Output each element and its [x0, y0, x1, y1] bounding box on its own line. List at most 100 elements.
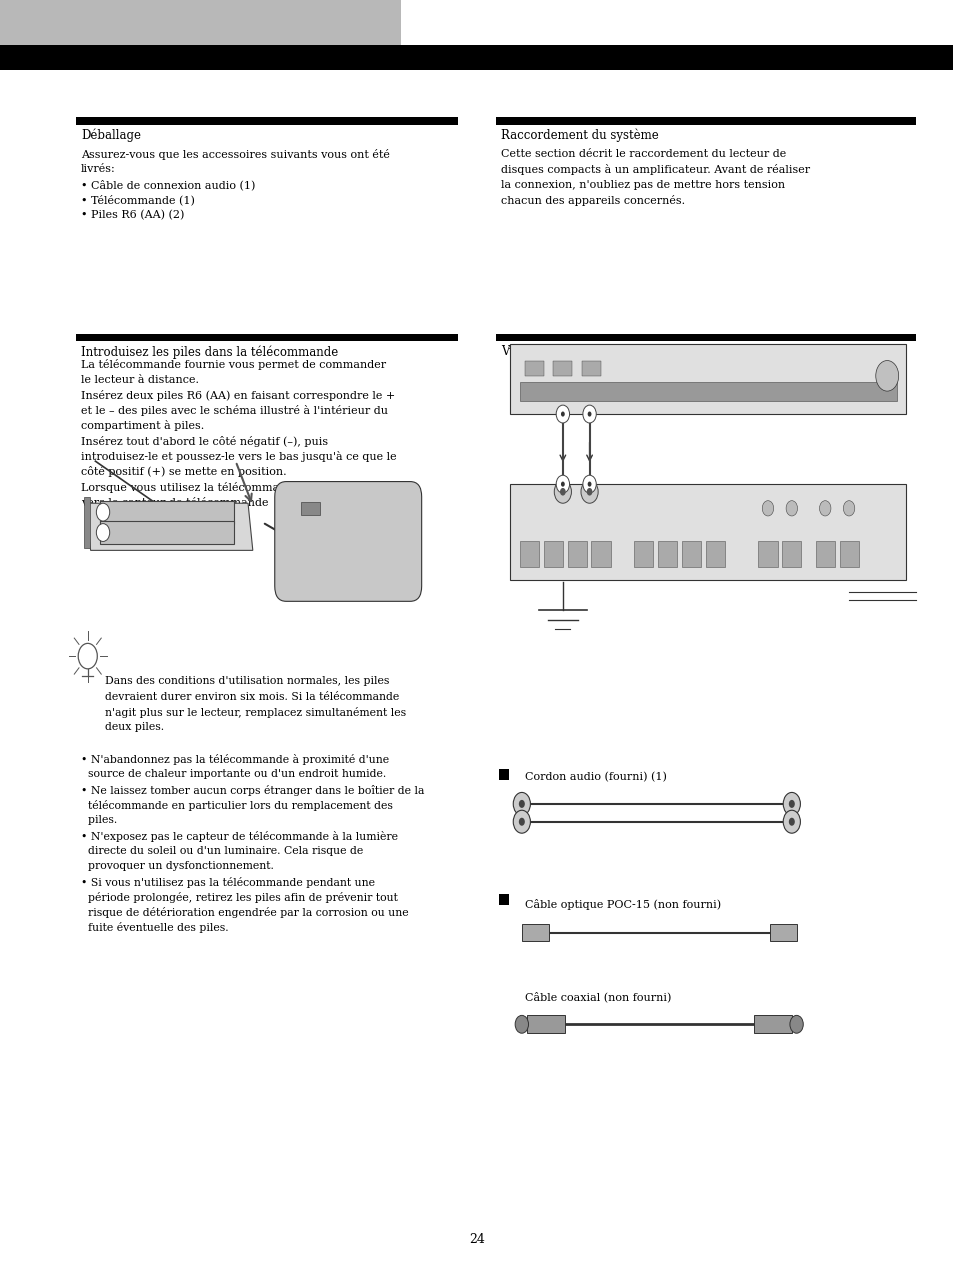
Text: côté positif (+) se mette en position.: côté positif (+) se mette en position. — [81, 466, 287, 478]
Bar — [510, 344, 905, 414]
Circle shape — [515, 1015, 528, 1033]
Bar — [76, 334, 457, 341]
Circle shape — [560, 482, 564, 487]
Bar — [634, 541, 653, 567]
Circle shape — [875, 361, 898, 391]
Circle shape — [789, 1015, 802, 1033]
Circle shape — [518, 800, 524, 808]
Bar — [567, 541, 586, 567]
Text: télécommande en particulier lors du remplacement des: télécommande en particulier lors du remp… — [81, 800, 393, 812]
Bar — [0, 0, 400, 48]
Circle shape — [587, 482, 591, 487]
Text: Assurez-vous que les accessoires suivants vous ont été: Assurez-vous que les accessoires suivant… — [81, 149, 390, 161]
Circle shape — [587, 412, 591, 417]
Text: le lecteur à distance.: le lecteur à distance. — [81, 375, 199, 385]
Circle shape — [788, 818, 794, 826]
Text: • Si vous n'utilisez pas la télécommande pendant une: • Si vous n'utilisez pas la télécommande… — [81, 877, 375, 888]
Text: chacun des appareils concernés.: chacun des appareils concernés. — [500, 195, 684, 206]
Text: −: − — [126, 502, 137, 516]
Text: Insérez deux piles R6 (AA) en faisant correspondre le +: Insérez deux piles R6 (AA) en faisant co… — [81, 390, 395, 401]
Circle shape — [513, 810, 530, 833]
Bar — [839, 541, 858, 567]
Text: • Ne laissez tomber aucun corps étranger dans le boîtier de la: • Ne laissez tomber aucun corps étranger… — [81, 785, 424, 796]
Bar — [658, 541, 677, 567]
FancyBboxPatch shape — [274, 482, 421, 601]
Text: Raccordement du système: Raccordement du système — [500, 129, 658, 143]
Text: vers le capteur de télécommande   du lecteur.: vers le capteur de télécommande du lecte… — [81, 497, 338, 508]
Text: +: + — [126, 520, 136, 533]
Circle shape — [554, 480, 571, 503]
Text: piles.: piles. — [81, 815, 117, 826]
Text: risque de détérioration engendrée par la corrosion ou une: risque de détérioration engendrée par la… — [81, 907, 408, 919]
Circle shape — [819, 501, 830, 516]
Text: Lorsque vous utilisez la télécommande, orientez-la: Lorsque vous utilisez la télécommande, o… — [81, 482, 367, 493]
Text: provoquer un dysfonctionnement.: provoquer un dysfonctionnement. — [81, 861, 274, 871]
Circle shape — [582, 405, 596, 423]
Text: • Câble de connexion audio (1): • Câble de connexion audio (1) — [81, 180, 255, 190]
Text: −: − — [198, 520, 210, 534]
Circle shape — [788, 800, 794, 808]
Circle shape — [560, 412, 564, 417]
Circle shape — [582, 475, 596, 493]
Circle shape — [761, 501, 773, 516]
Text: Cordon audio (fourni) (1): Cordon audio (fourni) (1) — [524, 772, 666, 782]
Bar — [519, 382, 896, 401]
Text: source de chaleur importante ou d'un endroit humide.: source de chaleur importante ou d'un end… — [81, 769, 386, 780]
Circle shape — [842, 501, 854, 516]
Bar — [76, 117, 457, 125]
Bar — [815, 541, 834, 567]
Text: devraient durer environ six mois. Si la télécommande: devraient durer environ six mois. Si la … — [105, 692, 398, 702]
Bar — [581, 361, 600, 376]
Bar — [781, 541, 801, 567]
Text: deux piles.: deux piles. — [105, 722, 164, 733]
Text: Dans des conditions d'utilisation normales, les piles: Dans des conditions d'utilisation normal… — [105, 676, 389, 687]
Circle shape — [782, 792, 800, 815]
Circle shape — [556, 405, 569, 423]
Text: • Piles R6 (AA) (2): • Piles R6 (AA) (2) — [81, 210, 184, 220]
Text: Câble optique POC-15 (non fourni): Câble optique POC-15 (non fourni) — [524, 899, 720, 911]
Text: Cette section décrit le raccordement du lecteur de: Cette section décrit le raccordement du … — [500, 149, 785, 159]
Polygon shape — [100, 521, 233, 544]
Text: • Télécommande (1): • Télécommande (1) — [81, 195, 194, 205]
Bar — [521, 924, 548, 941]
Bar — [0, 45, 953, 70]
Bar — [300, 502, 319, 515]
Polygon shape — [86, 503, 253, 550]
Text: directe du soleil ou d'un luminaire. Cela risque de: directe du soleil ou d'un luminaire. Cel… — [81, 846, 363, 856]
Circle shape — [513, 792, 530, 815]
Circle shape — [586, 488, 592, 496]
Polygon shape — [100, 501, 233, 524]
Text: disques compacts à un amplificateur. Avant de réaliser: disques compacts à un amplificateur. Ava… — [500, 164, 809, 176]
Bar — [705, 541, 724, 567]
Bar — [510, 484, 905, 580]
Text: Vue d'ensemble: Vue d'ensemble — [500, 345, 594, 358]
Bar — [526, 1015, 564, 1033]
Text: et le – des piles avec le schéma illustré à l'intérieur du: et le – des piles avec le schéma illustr… — [81, 405, 388, 417]
Text: +: + — [198, 502, 209, 515]
Circle shape — [96, 503, 110, 521]
Bar — [591, 541, 610, 567]
Bar — [519, 541, 538, 567]
Bar — [524, 361, 543, 376]
Bar — [769, 924, 796, 941]
Circle shape — [580, 480, 598, 503]
Circle shape — [518, 818, 524, 826]
Bar — [496, 117, 915, 125]
Text: compartiment à piles.: compartiment à piles. — [81, 420, 204, 432]
Bar — [758, 541, 777, 567]
Text: La télécommande fournie vous permet de commander: La télécommande fournie vous permet de c… — [81, 359, 386, 371]
Circle shape — [782, 810, 800, 833]
Text: • N'exposez pas le capteur de télécommande à la lumière: • N'exposez pas le capteur de télécomman… — [81, 831, 397, 842]
Text: livrés:: livrés: — [81, 164, 115, 175]
Bar — [84, 497, 90, 548]
Bar — [543, 541, 562, 567]
Circle shape — [96, 524, 110, 541]
Bar — [681, 541, 700, 567]
Circle shape — [559, 488, 565, 496]
Text: Câble coaxial (non fourni): Câble coaxial (non fourni) — [524, 991, 670, 1001]
Text: la connexion, n'oubliez pas de mettre hors tension: la connexion, n'oubliez pas de mettre ho… — [500, 180, 784, 190]
Text: 24: 24 — [469, 1233, 484, 1246]
Bar — [753, 1015, 791, 1033]
Text: fuite éventuelle des piles.: fuite éventuelle des piles. — [81, 922, 229, 934]
Text: introduisez-le et poussez-le vers le bas jusqu'à ce que le: introduisez-le et poussez-le vers le bas… — [81, 451, 396, 462]
